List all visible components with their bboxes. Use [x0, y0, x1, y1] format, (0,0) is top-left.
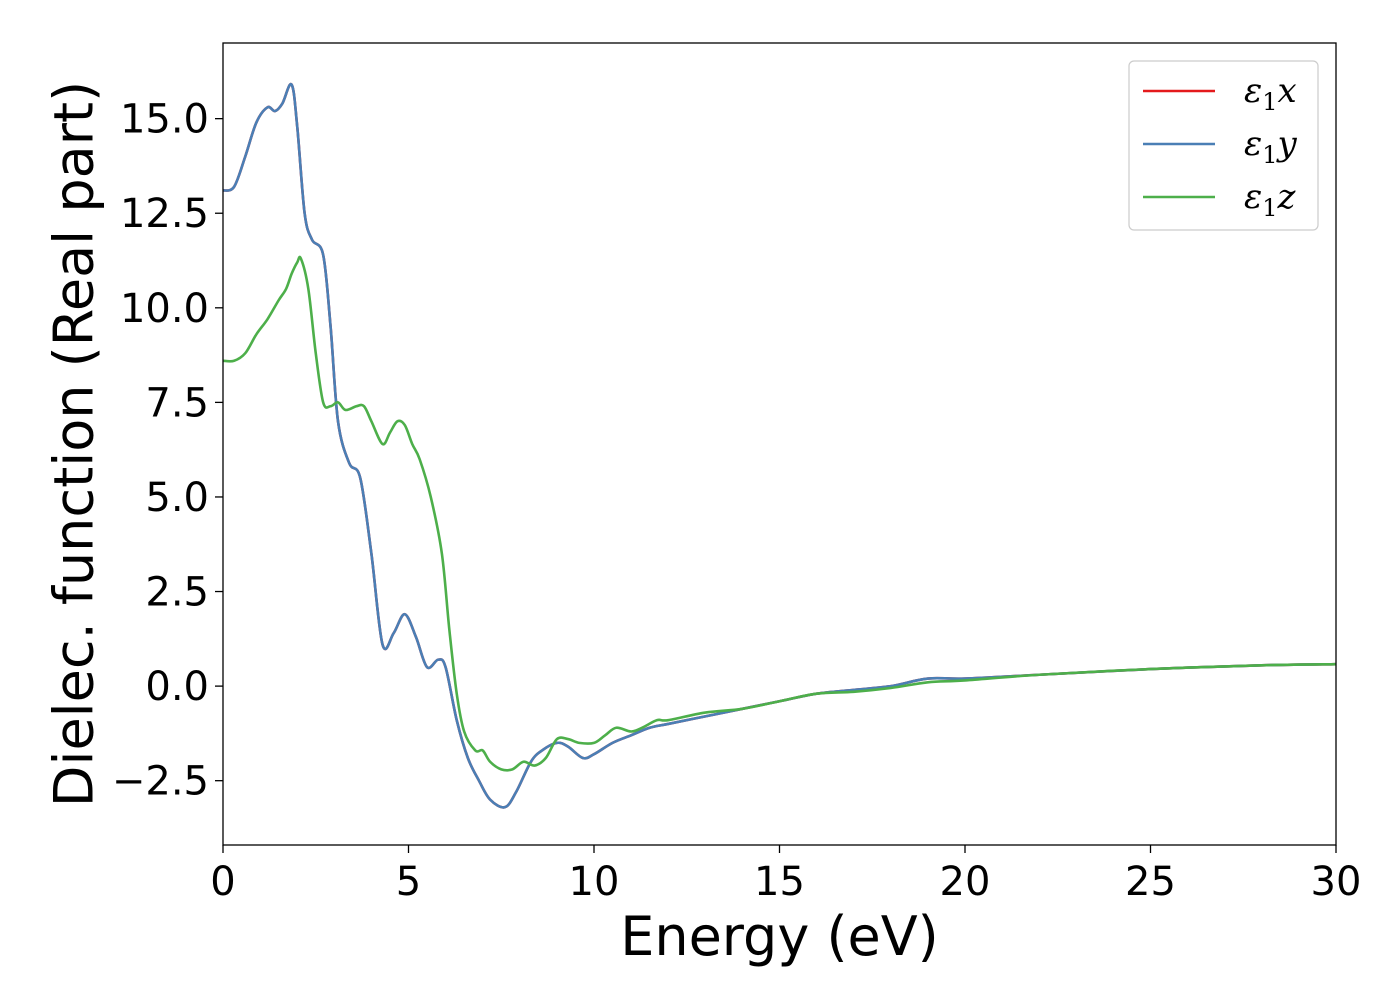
- legend-box: [1128, 60, 1319, 231]
- x-tick-label: 15: [754, 859, 805, 905]
- x-tick-label: 5: [396, 859, 421, 905]
- y-axis: −2.5 0.0 2.5 5.0 7.5 10.0 12.5 15.0: [112, 97, 223, 805]
- y-tick-label: 12.5: [120, 191, 209, 237]
- y-tick-label: 2.5: [145, 570, 209, 616]
- x-axis-title: Energy (eV): [620, 905, 939, 968]
- series-lines: [222, 82, 1337, 809]
- y-tick-label: 0.0: [145, 664, 209, 710]
- x-tick-label: 0: [210, 859, 235, 905]
- y-tick-label: 10.0: [120, 286, 209, 332]
- legend-label-y: ε1y: [1244, 124, 1298, 169]
- y-tick-label: 5.0: [145, 475, 209, 521]
- legend-label-x: ε1x: [1244, 71, 1297, 116]
- y-tick-label: 7.5: [145, 380, 209, 426]
- x-tick-label: 20: [940, 859, 991, 905]
- x-axis: 0 5 10 15 20 25 30: [210, 845, 1361, 905]
- legend-label-z: ε1z: [1244, 177, 1297, 222]
- series-line-z: [222, 255, 1337, 772]
- y-tick-label: −2.5: [112, 759, 209, 805]
- y-tick-label: 15.0: [120, 97, 209, 143]
- y-axis-title: Dielec. function (Real part): [43, 81, 106, 807]
- x-tick-label: 25: [1125, 859, 1176, 905]
- x-tick-label: 30: [1311, 859, 1362, 905]
- legend: ε1x ε1y ε1z: [1128, 60, 1319, 231]
- x-tick-label: 10: [569, 859, 620, 905]
